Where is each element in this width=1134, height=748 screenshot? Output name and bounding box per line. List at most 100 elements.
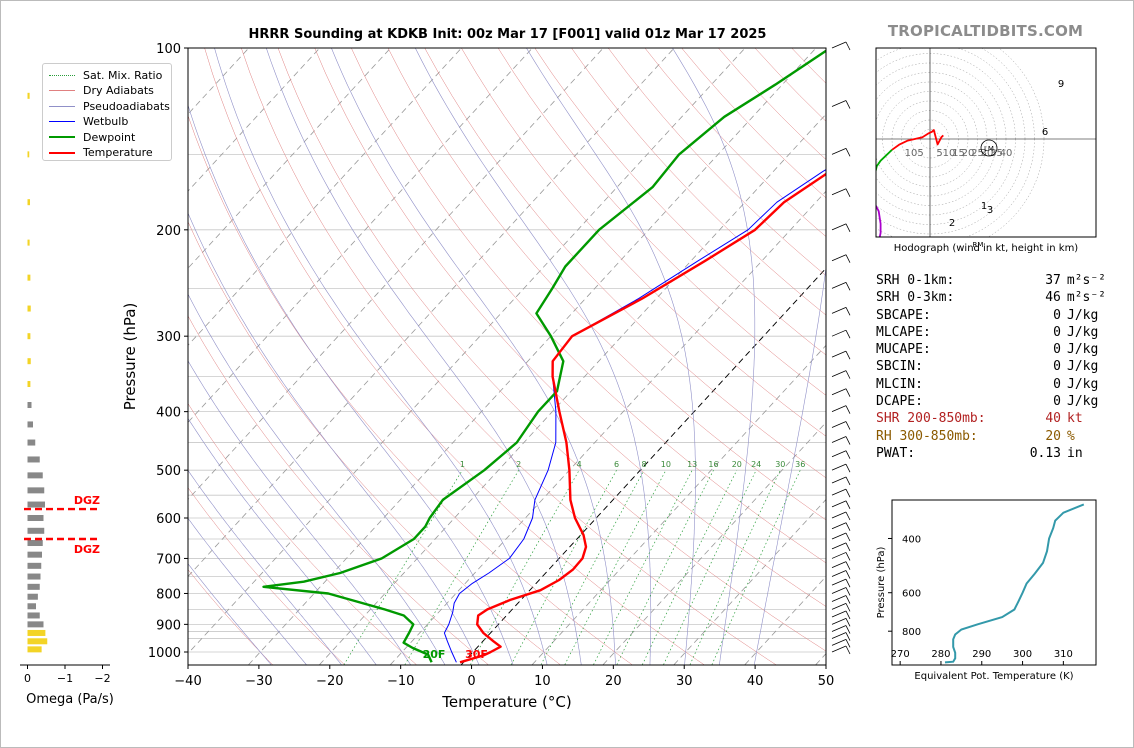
- wind-barb: [831, 405, 847, 413]
- mixing-ratio-line: [616, 470, 714, 665]
- legend-item: Pseudoadiabats: [49, 99, 170, 113]
- wind-barb: [831, 511, 847, 519]
- pseudoadiabat: [188, 469, 342, 665]
- theta-e-x-label: Equivalent Pot. Temperature (K): [914, 671, 1073, 682]
- brand-watermark: TROPICALTIDBITS.COM: [887, 22, 1084, 40]
- dry-adiabat: [188, 221, 561, 665]
- pseudoadiabat: [331, 48, 616, 665]
- stat-unit: J/kg: [1067, 376, 1099, 392]
- wind-barb-flag: [845, 100, 851, 109]
- wind-barb: [831, 570, 847, 577]
- dry-adiabat: [204, 48, 705, 665]
- omega-bar: [27, 439, 36, 446]
- hodo-ring-label: 35: [990, 148, 1003, 159]
- hodo-ring-label: 20: [962, 148, 975, 159]
- pseudoadiabat: [188, 104, 514, 665]
- isotherm: [390, 190, 826, 665]
- legend-item: Temperature: [49, 146, 153, 160]
- stat-label: SHR 200-850mb:: [876, 411, 986, 427]
- theta-e-panel: 270 280 290 300 310 400 600 800 Equivalent Pot. …: [876, 499, 1097, 682]
- stat-label: PWAT:: [876, 445, 916, 461]
- omega-bar: [27, 456, 40, 463]
- wind-barb: [831, 329, 847, 337]
- stat-value: 0: [1053, 324, 1061, 340]
- mixing-ratio-line: [343, 470, 463, 665]
- wind-barb-flag: [845, 639, 851, 648]
- wind-barb: [831, 603, 847, 610]
- stat-label: MLCAPE:: [876, 324, 931, 340]
- theta-e-y-tick-label: 400: [902, 534, 921, 545]
- y-tick-label: 600: [156, 512, 181, 527]
- hodo-height-label: 3: [987, 205, 993, 216]
- sounding-stats: SRH 0-1km: 37 m²s⁻² SRH 0-3km: 46 m²s⁻² SBCAPE…: [876, 272, 1106, 462]
- wind-barb-flag: [845, 500, 851, 510]
- dgz-label: DGZ: [74, 543, 100, 556]
- stat-label: MUCAPE:: [876, 342, 931, 358]
- hodo-ring-label: 10: [905, 148, 918, 159]
- legend-swatch: [49, 136, 75, 138]
- theta-e-x-tick-label: 280: [931, 649, 950, 660]
- mixing-ratio-line: [510, 470, 617, 665]
- wind-barb: [831, 638, 847, 646]
- surface-dewpoint-f: 20F: [423, 648, 446, 661]
- hodo-height-label: 2: [949, 218, 955, 229]
- stat-row: SRH 0-3km: 46 m²s⁻²: [876, 289, 1106, 306]
- stat-label: DCAPE:: [876, 394, 923, 410]
- mixing-ratio-label: 24: [751, 460, 761, 469]
- mixing-ratio-label: 2: [516, 460, 521, 469]
- y-tick-label: 700: [156, 552, 181, 567]
- x-axis-label: Temperature (°C): [441, 693, 571, 711]
- wind-barb: [831, 561, 847, 569]
- stat-unit: J/kg: [1067, 324, 1099, 340]
- hodo-rm-label: RM: [973, 241, 984, 249]
- wind-barb-flag: [845, 421, 851, 430]
- pseudoadiabat: [672, 48, 756, 665]
- wind-barb: [831, 595, 847, 602]
- stat-unit: J/kg: [1067, 342, 1099, 358]
- wind-barb: [831, 645, 847, 653]
- x-tick-label: −20: [316, 674, 343, 689]
- dry-adiabat: [314, 48, 826, 607]
- x-tick-label: 10: [534, 674, 551, 689]
- y-tick-label: 100: [156, 42, 181, 57]
- stat-value: 0: [1053, 342, 1061, 358]
- skew-t-background-lines: [188, 48, 826, 665]
- stat-row: MUCAPE: 0 J/kg: [876, 341, 1106, 358]
- y-tick-label: 300: [156, 330, 181, 345]
- wind-barb: [831, 388, 847, 396]
- wind-barb: [831, 188, 847, 196]
- y-tick-label: 200: [156, 224, 181, 239]
- wind-barb: [831, 610, 847, 618]
- legend-label: Pseudoadiabats: [83, 99, 170, 113]
- mixing-ratio-label: 30: [775, 460, 785, 469]
- wind-barb-flag: [845, 330, 851, 339]
- omega-bar: [27, 402, 32, 409]
- x-tick-label: −10: [387, 674, 414, 689]
- wind-barb-flag: [845, 511, 851, 521]
- theta-e-x-tick-label: 290: [972, 649, 991, 660]
- hodo-trace: [876, 204, 882, 237]
- y-tick-label: 800: [156, 587, 181, 602]
- wind-barbs: [831, 41, 851, 655]
- stat-value: 20: [1045, 428, 1061, 444]
- mixing-ratio-label: 10: [661, 460, 671, 469]
- omega-bar: [27, 199, 30, 206]
- omega-panel: DGZ DGZ 0 −1 −2 Omega (Pa/s): [20, 92, 114, 707]
- omega-bar: [27, 92, 30, 99]
- y-tick-label: 900: [156, 618, 181, 633]
- wind-barb: [831, 100, 847, 107]
- theta-e-x-tick-label: 300: [1013, 649, 1032, 660]
- dry-adiabat: [241, 48, 777, 665]
- omega-bar: [27, 151, 30, 158]
- stat-row: MLCAPE: 0 J/kg: [876, 324, 1106, 341]
- mixing-ratio-line: [470, 470, 580, 665]
- stat-unit: J/kg: [1067, 394, 1099, 410]
- stat-value: 46: [1045, 290, 1061, 306]
- legend-swatch: [49, 151, 75, 154]
- stat-value: 0.13: [1029, 445, 1061, 461]
- mixing-ratio-line: [404, 470, 520, 665]
- stat-row: MLCIN: 0 J/kg: [876, 376, 1106, 393]
- mixing-ratio-line: [593, 470, 693, 665]
- legend-item: Dewpoint: [49, 130, 135, 144]
